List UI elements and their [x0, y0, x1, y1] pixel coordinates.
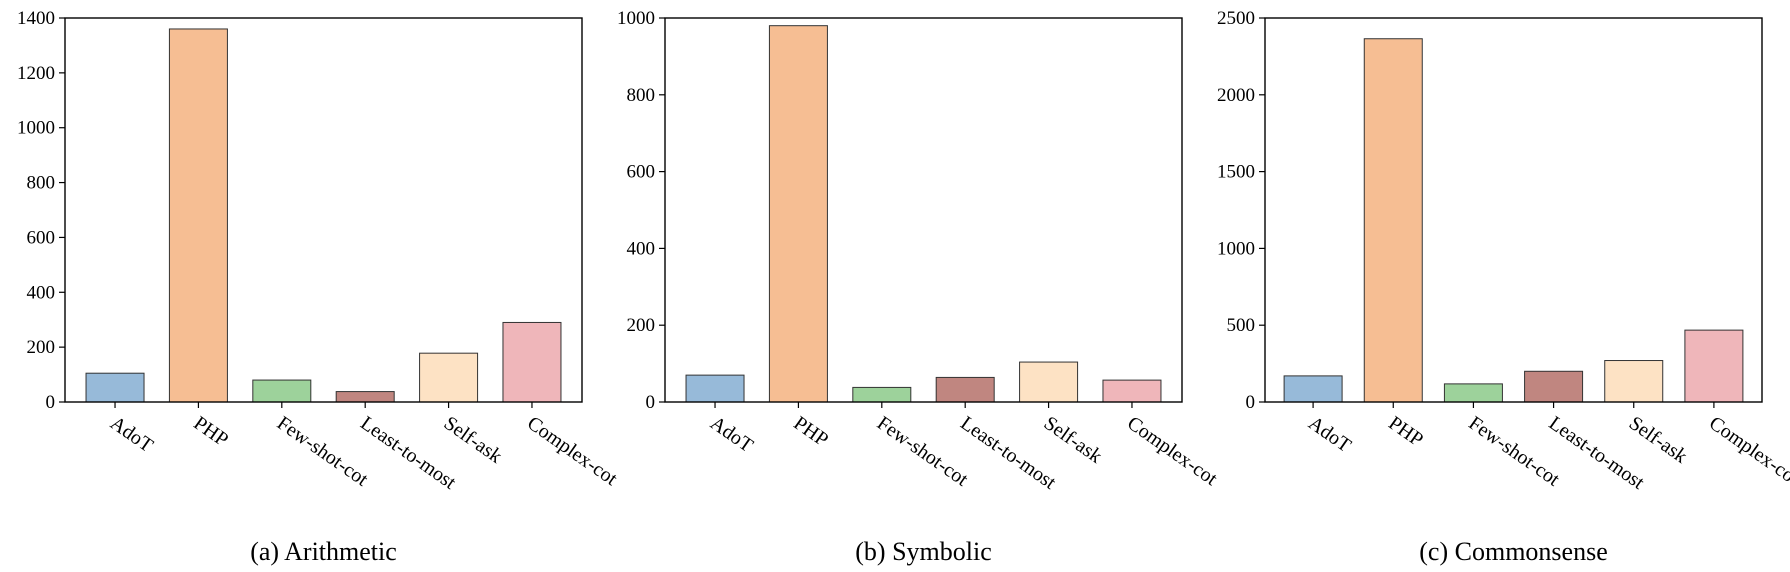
bar-few-shot-cot	[852, 386, 912, 403]
x-tick-label: Self-ask	[1625, 412, 1691, 468]
chart-panel-3: AdoT PHP Few-shot-cotLeast-to-mostSelf-ask…	[1217, 8, 1790, 566]
y-tick-label: 800	[27, 173, 56, 194]
y-tick-label: 400	[27, 282, 56, 303]
y-tick-label: 1000	[617, 8, 655, 29]
y-tick-label: 400	[627, 238, 656, 259]
y-tick-label: 0	[46, 392, 56, 413]
bar-few-shot-cot	[252, 379, 312, 403]
x-tick-label: PHP	[1384, 412, 1427, 451]
y-tick-label: 500	[1227, 315, 1256, 336]
y-tick-label: 1500	[1217, 162, 1255, 183]
bar-adot	[685, 374, 745, 403]
bar-php	[1363, 38, 1423, 403]
bar-complex-cot	[502, 321, 562, 403]
bar-adot	[1283, 375, 1343, 403]
x-tick-label: AdoT	[106, 412, 157, 457]
y-tick-label: 200	[627, 315, 656, 336]
plot-frame	[64, 17, 583, 403]
bar-self-ask	[1604, 360, 1664, 403]
bar-php	[168, 28, 228, 403]
y-tick-label: 1000	[17, 118, 55, 139]
bar-least-to-most	[1524, 370, 1584, 403]
bar-least-to-most	[935, 376, 995, 403]
x-tick-label: Self-ask	[440, 412, 506, 468]
x-tick-label: Complex-cot	[1705, 412, 1790, 490]
bar-least-to-most	[335, 391, 395, 403]
x-tick-label: PHP	[790, 412, 833, 451]
bar-complex-cot	[1102, 379, 1162, 403]
bar-adot	[85, 372, 145, 403]
bar-complex-cot	[1684, 329, 1744, 403]
x-tick-label: Self-ask	[1040, 412, 1106, 468]
y-tick-label: 800	[627, 85, 656, 106]
x-tick-label: Complex-cot	[1123, 412, 1222, 490]
bar-few-shot-cot	[1443, 383, 1503, 403]
x-tick-label: Few-shot-cot	[273, 412, 372, 491]
y-tick-label: 2000	[1217, 85, 1255, 106]
chart-panel-2: AdoT PHP Few-shot-cotLeast-to-mostSelf-ask…	[617, 8, 1222, 566]
y-tick-label: 1200	[17, 63, 55, 84]
y-tick-label: 0	[1246, 392, 1256, 413]
y-tick-label: 0	[646, 392, 656, 413]
x-tick-label: PHP	[190, 412, 233, 451]
panel-caption: (b) Symbolic	[855, 537, 992, 566]
y-tick-label: 2500	[1217, 8, 1255, 29]
y-tick-label: 600	[627, 162, 656, 183]
x-tick-label: Complex-cot	[523, 412, 622, 490]
panel-caption: (c) Commonsense	[1419, 537, 1607, 566]
plot-frame	[1264, 17, 1763, 403]
y-tick-label: 200	[27, 337, 56, 358]
x-tick-label: Few-shot-cot	[873, 412, 972, 491]
bar-php	[768, 25, 828, 403]
y-tick-label: 600	[27, 227, 56, 248]
y-tick-label: 1000	[1217, 238, 1255, 259]
panel-caption: (a) Arithmetic	[250, 537, 397, 566]
bar-self-ask	[1019, 361, 1079, 403]
y-tick-label: 1400	[17, 8, 55, 29]
x-tick-label: AdoT	[706, 412, 757, 457]
chart-panel-1: AdoT PHP Few-shot-cotLeast-to-mostSelf-ask…	[17, 8, 622, 566]
bar-self-ask	[419, 352, 479, 403]
x-tick-label: AdoT	[1304, 412, 1355, 457]
plot-frame	[664, 17, 1183, 403]
